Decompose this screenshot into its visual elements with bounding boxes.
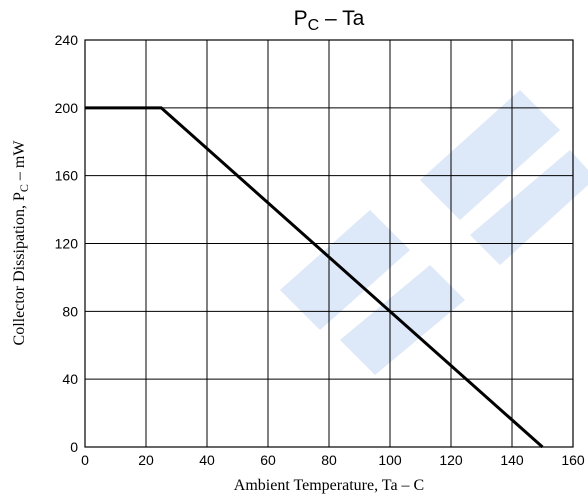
x-tick-label: 40 — [199, 452, 215, 468]
chart-title: PC – Ta — [294, 7, 365, 34]
x-tick-label: 100 — [378, 452, 402, 468]
x-tick-label: 80 — [321, 452, 337, 468]
y-axis-label: Collector Dissipation, PC – mW — [11, 140, 31, 346]
plot-frame — [84, 39, 574, 448]
x-tick-label: 140 — [500, 452, 524, 468]
x-tick-label: 0 — [81, 452, 89, 468]
x-tick-label: 160 — [561, 452, 585, 468]
x-tick-label: 20 — [138, 452, 154, 468]
series-line — [85, 106, 544, 449]
watermark-logo — [280, 90, 588, 375]
y-tick-label: 120 — [55, 236, 79, 252]
y-tick-label: 40 — [62, 371, 78, 387]
y-tick-label: 240 — [55, 32, 79, 48]
series-group — [85, 106, 544, 449]
y-tick-label: 160 — [55, 168, 79, 184]
y-tick-label: 0 — [70, 439, 78, 455]
y-tick-labels: 0 40 80 120 160 200 240 — [55, 32, 79, 455]
x-axis-label: Ambient Temperature, Ta – C — [234, 477, 424, 494]
grid — [85, 40, 573, 447]
y-tick-label: 80 — [62, 303, 78, 319]
watermark-shape-3 — [420, 90, 560, 220]
watermark-shape-2 — [340, 265, 465, 375]
x-tick-label: 60 — [260, 452, 276, 468]
watermark-shape-4 — [470, 150, 588, 265]
x-tick-labels: 0 20 40 60 80 100 120 140 160 — [81, 452, 585, 468]
x-tick-label: 120 — [439, 452, 463, 468]
y-tick-label: 200 — [55, 100, 79, 116]
